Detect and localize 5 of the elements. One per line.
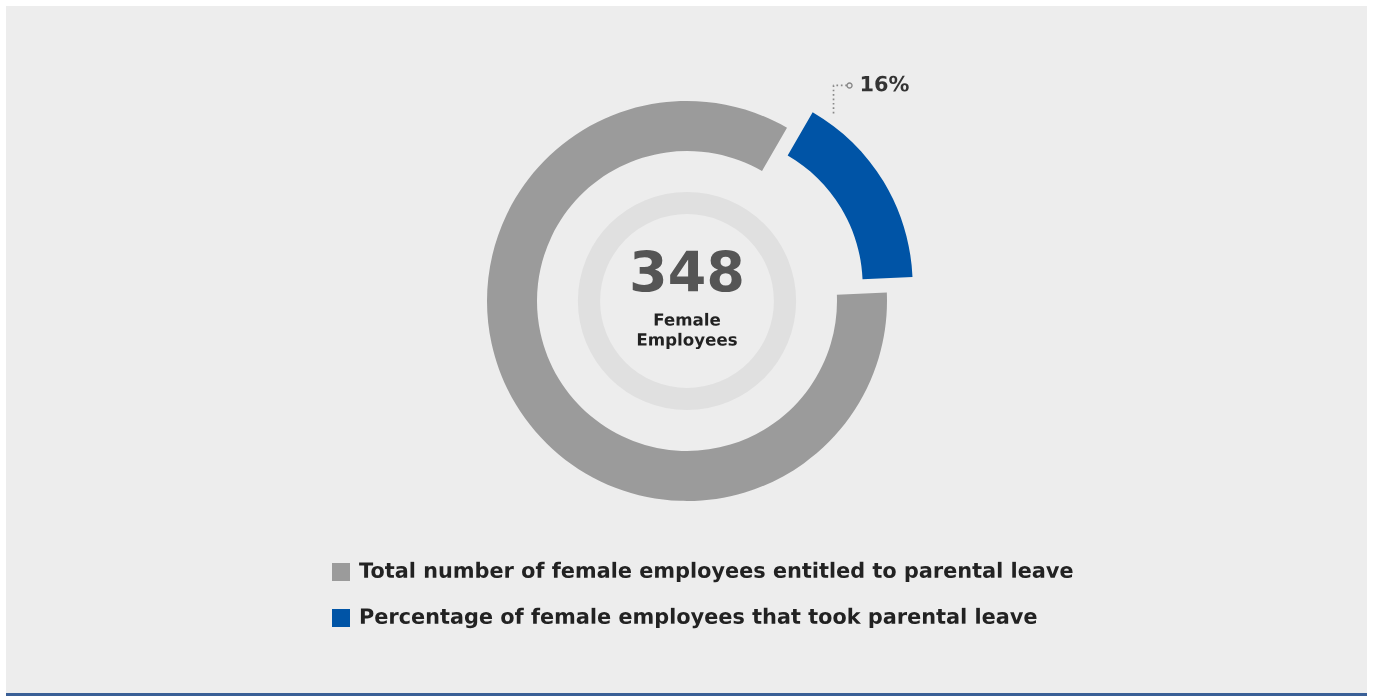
legend-label: Total number of female employees entitled to parental leave xyxy=(359,561,1073,583)
text: 348 xyxy=(632,250,742,293)
legend-label: Percentage of female employees that took parental leave xyxy=(360,607,1037,629)
text: Female Employees xyxy=(637,312,737,350)
data-label: 16% xyxy=(861,75,909,92)
